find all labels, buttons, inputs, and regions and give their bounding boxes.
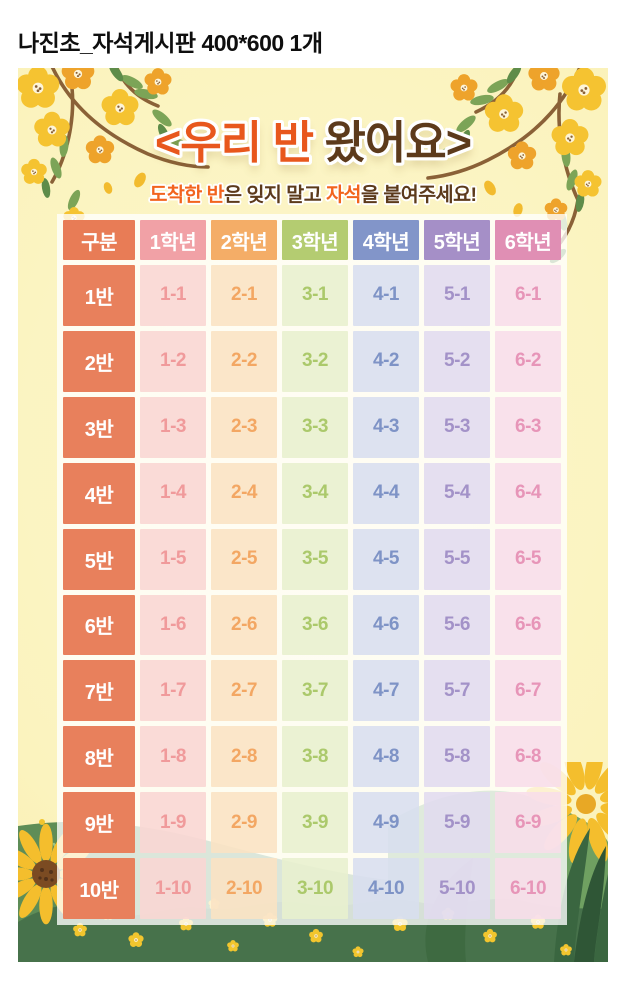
class-slot-cell: 5-6 (424, 594, 490, 656)
grade-header-cell: 6학년 (495, 220, 561, 260)
class-slot-cell: 5-7 (424, 660, 490, 722)
class-slot-cell: 4-1 (353, 265, 419, 326)
class-slot-cell: 3-7 (282, 660, 348, 722)
class-row-header-cell: 7반 (63, 660, 135, 722)
class-slot-cell: 5-10 (424, 858, 490, 919)
class-slot-cell: 4-3 (353, 396, 419, 458)
class-slot-cell: 2-9 (211, 792, 277, 854)
subtitle-segment: 자석 (326, 184, 361, 206)
class-slot-cell: 6-1 (495, 265, 561, 326)
class-slot-cell: 1-9 (140, 792, 206, 854)
class-slot-cell: 3-10 (282, 858, 348, 919)
grade-header-cell: 4학년 (353, 220, 419, 260)
class-row-header-cell: 1반 (63, 265, 135, 326)
class-slot-cell: 1-5 (140, 528, 206, 590)
class-slot-cell: 6-4 (495, 462, 561, 524)
class-slot-cell: 5-3 (424, 396, 490, 458)
class-slot-cell: 3-5 (282, 528, 348, 590)
class-slot-cell: 1-6 (140, 594, 206, 656)
class-slot-cell: 4-5 (353, 528, 419, 590)
class-slot-cell: 2-8 (211, 726, 277, 788)
class-slot-cell: 4-9 (353, 792, 419, 854)
class-slot-cell: 1-8 (140, 726, 206, 788)
grade-header-cell: 1학년 (140, 220, 206, 260)
class-slot-cell: 5-5 (424, 528, 490, 590)
class-slot-cell: 6-6 (495, 594, 561, 656)
class-slot-cell: 1-1 (140, 265, 206, 326)
page-title: 나진초_자석게시판 400*600 1개 (18, 30, 323, 56)
class-slot-cell: 3-4 (282, 462, 348, 524)
grade-header-cell: 5학년 (424, 220, 490, 260)
title-segment: 왔어요> (324, 117, 472, 168)
class-slot-cell: 5-8 (424, 726, 490, 788)
subtitle-segment: 을 붙여주세요! (360, 184, 477, 206)
class-slot-cell: 5-4 (424, 462, 490, 524)
class-row-header-cell: 5반 (63, 528, 135, 590)
class-slot-cell: 1-10 (140, 858, 206, 919)
class-slot-cell: 5-2 (424, 330, 490, 392)
poster-board: <우리 반 왔어요> 도착한 반은 잊지 말고 자석을 붙여주세요! 구분 1학년… (18, 68, 608, 962)
class-slot-cell: 1-7 (140, 660, 206, 722)
class-slot-cell: 2-7 (211, 660, 277, 722)
poster-subtitle: 도착한 반은 잊지 말고 자석을 붙여주세요! (18, 178, 608, 207)
class-slot-cell: 4-6 (353, 594, 419, 656)
class-slot-cell: 2-2 (211, 330, 277, 392)
class-arrival-table: 구분 1학년 2학년 3학년 4학년 5학년 6학년 1반 1-1 2-1 3-1 4-1 5-1 6-1… (57, 214, 567, 925)
class-slot-cell: 1-2 (140, 330, 206, 392)
class-slot-cell: 6-3 (495, 396, 561, 458)
grade-header-cell: 3학년 (282, 220, 348, 260)
class-slot-cell: 6-9 (495, 792, 561, 854)
corner-header-cell: 구분 (63, 220, 135, 260)
class-slot-cell: 1-3 (140, 396, 206, 458)
class-slot-cell: 6-2 (495, 330, 561, 392)
class-slot-cell: 3-6 (282, 594, 348, 656)
class-slot-cell: 6-5 (495, 528, 561, 590)
class-row-header-cell: 10반 (63, 858, 135, 919)
class-slot-cell: 6-8 (495, 726, 561, 788)
class-row-header-cell: 2반 (63, 330, 135, 392)
class-slot-cell: 1-4 (140, 462, 206, 524)
title-segment: <우리 반 (155, 117, 325, 168)
class-row-header-cell: 4반 (63, 462, 135, 524)
class-row-header-cell: 3반 (63, 396, 135, 458)
subtitle-segment: 도착한 반 (149, 184, 225, 206)
poster-title: <우리 반 왔어요> (18, 106, 608, 171)
class-slot-cell: 6-7 (495, 660, 561, 722)
class-slot-cell: 5-9 (424, 792, 490, 854)
class-slot-cell: 4-10 (353, 858, 419, 919)
class-slot-cell: 3-1 (282, 265, 348, 326)
grade-header-cell: 2학년 (211, 220, 277, 260)
class-slot-cell: 4-7 (353, 660, 419, 722)
class-slot-cell: 2-3 (211, 396, 277, 458)
class-slot-cell: 3-2 (282, 330, 348, 392)
class-row-header-cell: 6반 (63, 594, 135, 656)
class-slot-cell: 3-9 (282, 792, 348, 854)
class-slot-cell: 5-1 (424, 265, 490, 326)
class-slot-cell: 2-6 (211, 594, 277, 656)
class-slot-cell: 2-1 (211, 265, 277, 326)
class-slot-cell: 3-8 (282, 726, 348, 788)
class-slot-cell: 4-4 (353, 462, 419, 524)
class-slot-cell: 2-4 (211, 462, 277, 524)
subtitle-segment: 은 잊지 말고 (224, 184, 327, 206)
class-slot-cell: 6-10 (495, 858, 561, 919)
class-slot-cell: 2-10 (211, 858, 277, 919)
class-slot-cell: 3-3 (282, 396, 348, 458)
class-row-header-cell: 8반 (63, 726, 135, 788)
class-slot-cell: 4-8 (353, 726, 419, 788)
class-row-header-cell: 9반 (63, 792, 135, 854)
class-slot-cell: 4-2 (353, 330, 419, 392)
flower-branch-top-left (18, 68, 210, 228)
class-slot-cell: 2-5 (211, 528, 277, 590)
